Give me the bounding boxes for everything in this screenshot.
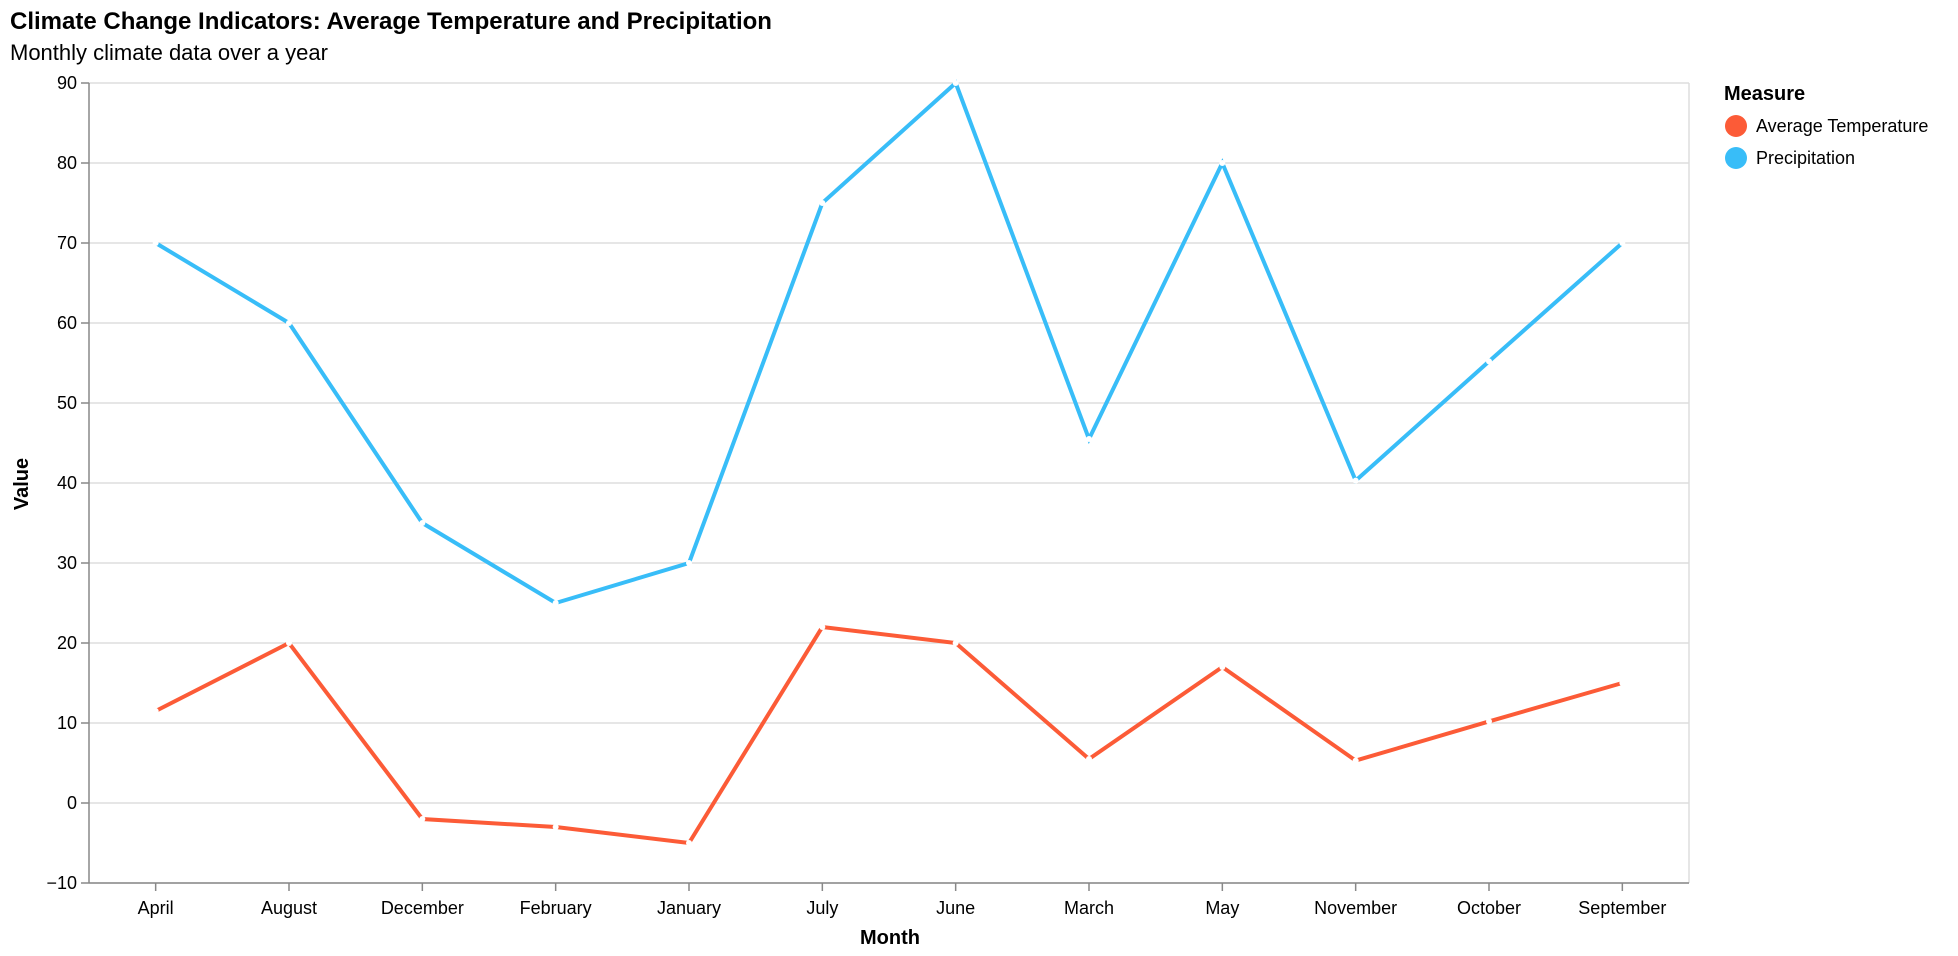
series-lines xyxy=(154,79,1624,846)
data-point xyxy=(1086,436,1092,442)
x-tick-label: November xyxy=(1314,898,1397,918)
data-point xyxy=(286,640,292,646)
axes: −10 0 10 20 30 40 50 60 70 80 90 April August Decembe… xyxy=(46,73,1689,918)
x-tick-label: December xyxy=(381,898,464,918)
legend-label: Precipitation xyxy=(1756,148,1855,168)
x-tick-label: February xyxy=(520,898,592,918)
data-point xyxy=(1352,757,1359,764)
y-tick-label: 30 xyxy=(57,553,77,573)
data-point xyxy=(1486,358,1492,365)
x-tick-label: May xyxy=(1205,898,1239,918)
legend-swatch xyxy=(1725,115,1747,137)
y-tick-label: 20 xyxy=(57,633,77,653)
y-tick-label: 90 xyxy=(57,73,77,93)
y-tick-label: 80 xyxy=(57,153,77,173)
y-tick-label: 40 xyxy=(57,473,77,493)
chart-subtitle: Monthly climate data over a year xyxy=(10,40,328,65)
x-tick-label: October xyxy=(1457,898,1521,918)
y-axis-title: Value xyxy=(11,458,33,510)
data-point xyxy=(819,200,826,206)
x-axis-title: Month xyxy=(860,927,920,949)
series-line-2 xyxy=(154,79,1624,606)
y-tick-label: 10 xyxy=(57,713,77,733)
y-tick-label: 50 xyxy=(57,393,77,413)
x-tick-label: September xyxy=(1578,898,1666,918)
data-point xyxy=(552,824,559,830)
x-tick-label: July xyxy=(806,898,838,918)
data-point xyxy=(1219,160,1226,166)
x-tick-label: April xyxy=(138,898,174,918)
data-point xyxy=(952,80,959,86)
chart-title: Climate Change Indicators: Average Tempe… xyxy=(10,8,772,35)
x-tick-label: March xyxy=(1064,898,1114,918)
gridlines xyxy=(89,82,1690,884)
legend-title: Measure xyxy=(1724,83,1805,105)
y-tick-label: 0 xyxy=(67,793,77,813)
x-tick-label: January xyxy=(657,898,721,918)
data-points xyxy=(152,80,1626,846)
data-point xyxy=(419,520,426,526)
data-point xyxy=(686,560,692,566)
data-point xyxy=(286,320,292,326)
data-point xyxy=(1352,477,1359,484)
y-tick-label: −10 xyxy=(46,873,77,893)
data-point xyxy=(1219,664,1226,670)
data-point xyxy=(152,240,159,246)
x-tick-label: June xyxy=(936,898,975,918)
data-point xyxy=(552,600,559,606)
data-point xyxy=(819,624,826,630)
data-point xyxy=(952,640,959,646)
legend: Measure Average Temperature Precipitation xyxy=(1724,83,1928,169)
data-point xyxy=(1086,756,1092,762)
x-tick-label: August xyxy=(261,898,317,918)
y-tick-label: 70 xyxy=(57,233,77,253)
data-point xyxy=(1619,680,1626,686)
data-point xyxy=(686,840,692,846)
data-point xyxy=(419,816,426,822)
data-point xyxy=(1486,718,1492,725)
legend-swatch xyxy=(1725,147,1747,169)
legend-label: Average Temperature xyxy=(1756,116,1928,136)
data-point xyxy=(152,708,159,714)
data-point xyxy=(1619,240,1626,246)
y-tick-label: 60 xyxy=(57,313,77,333)
series-line-1 xyxy=(154,624,1623,846)
